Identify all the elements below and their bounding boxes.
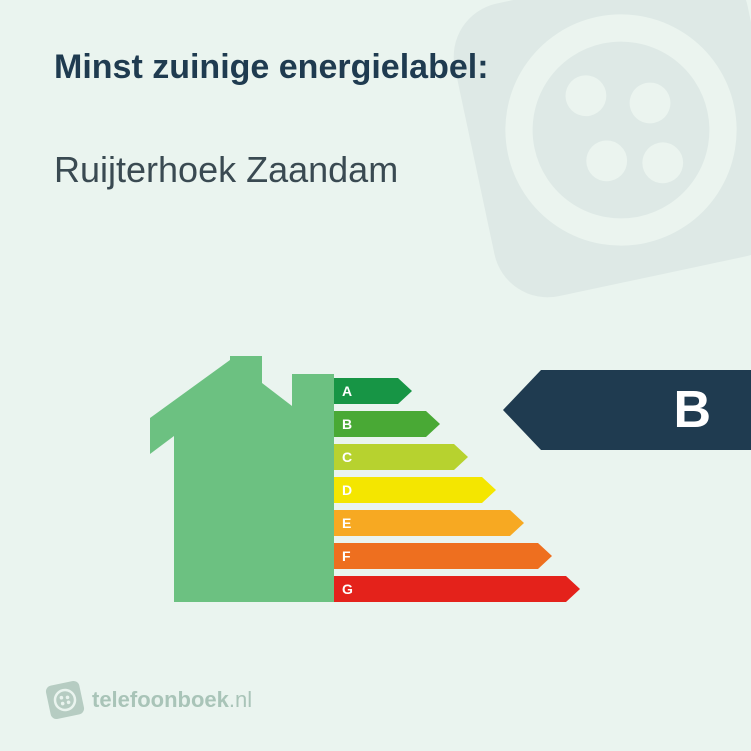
house-icon (150, 356, 334, 616)
energy-bar-label: C (342, 449, 352, 465)
footer-logo-icon (45, 680, 85, 720)
result-badge-arrow (503, 370, 541, 450)
energy-bar-label: B (342, 416, 352, 432)
footer: telefoonboek.nl (48, 683, 252, 717)
energy-bar-label: A (342, 383, 352, 399)
energy-bar-label: D (342, 482, 352, 498)
energy-bar-label: G (342, 581, 353, 597)
footer-brand-tld: .nl (229, 687, 252, 712)
result-badge: B (541, 370, 751, 450)
footer-brand: telefoonboek.nl (92, 687, 252, 713)
footer-brand-name: telefoonboek (92, 687, 229, 712)
result-letter: B (673, 380, 711, 440)
energy-bar-label: F (342, 548, 351, 564)
energy-bar-label: E (342, 515, 351, 531)
watermark-logo (419, 0, 751, 332)
card: Minst zuinige energielabel: Ruijterhoek … (0, 0, 751, 751)
